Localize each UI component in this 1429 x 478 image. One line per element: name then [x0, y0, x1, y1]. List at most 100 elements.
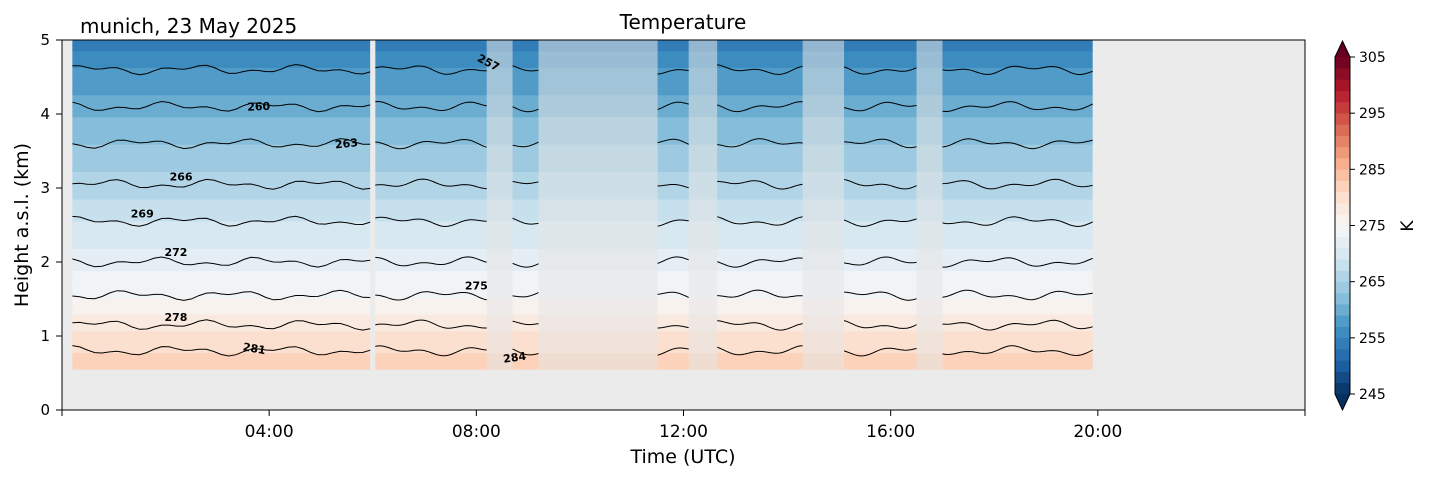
- y-tick-label: 3: [40, 179, 50, 197]
- contour-line: [72, 256, 371, 268]
- y-axis-label: Height a.s.l. (km): [11, 143, 33, 307]
- colorbar-tick-label: 305: [1359, 50, 1386, 66]
- contour-label: 284: [502, 350, 527, 366]
- contour-line: [512, 262, 539, 268]
- colorbar-segment: [1335, 202, 1350, 215]
- contour-line: [657, 325, 689, 329]
- contour-label: 260: [247, 100, 271, 114]
- contour-line: [512, 141, 539, 148]
- contour-line: [942, 65, 1093, 76]
- colorbar-tick-label: 245: [1359, 387, 1386, 403]
- location-date-label: munich, 23 May 2025: [80, 14, 297, 38]
- contour-line: [657, 291, 689, 298]
- colorbar-segment: [1335, 292, 1350, 305]
- contour-line: [657, 101, 689, 110]
- y-tick-label: 0: [40, 401, 50, 419]
- faded-period: [486, 40, 513, 370]
- contour-line: [657, 138, 689, 145]
- contour-line: [942, 178, 1093, 190]
- contour-line: [375, 319, 487, 329]
- colorbar-segment: [1335, 169, 1350, 181]
- contour-label: 269: [131, 208, 154, 221]
- contour-line: [657, 219, 689, 227]
- y-axis: 0 1 2 3 4 5: [40, 31, 62, 419]
- colorbar-segment: [1335, 90, 1350, 103]
- colorbar-segment: [1335, 303, 1350, 316]
- contour-line: [942, 101, 1093, 113]
- contour-line: [72, 63, 371, 76]
- contour-line: [657, 184, 689, 189]
- contour-line: [512, 181, 539, 185]
- colorbar: 245 255 265 275 285 295 305: [1334, 39, 1386, 412]
- colorbar-extend-max: [1335, 41, 1350, 57]
- colorbar-segment: [1335, 135, 1350, 148]
- colorbar-segment: [1335, 382, 1350, 395]
- faded-period: [916, 40, 943, 370]
- contour-line: [512, 65, 539, 72]
- colorbar-tick-label: 295: [1359, 106, 1386, 122]
- contour-line: [72, 319, 371, 331]
- colorbar-segment: [1335, 236, 1350, 249]
- colorbar-segment: [1335, 270, 1350, 282]
- contour-label: 275: [465, 279, 488, 292]
- contour-line: [512, 217, 539, 225]
- colorbar-segment: [1335, 157, 1350, 170]
- faded-period: [538, 40, 658, 370]
- faded-period: [688, 40, 718, 370]
- contour-line: [512, 292, 539, 298]
- contour-line: [375, 178, 487, 190]
- colorbar-segment: [1335, 360, 1350, 372]
- contour-line: [72, 138, 371, 150]
- y-tick-label: 1: [40, 327, 50, 345]
- contour-line: [942, 138, 1093, 150]
- contour-line: [843, 101, 917, 112]
- contour-line: [72, 100, 371, 113]
- y-tick-label: 4: [40, 105, 50, 123]
- colorbar-segment: [1335, 281, 1350, 294]
- contour-line: [375, 65, 487, 75]
- colorbar-segment: [1335, 348, 1350, 361]
- contour-line: [657, 347, 689, 356]
- contour-line: [512, 348, 539, 356]
- contour-line: [843, 179, 917, 190]
- contour-line: [717, 289, 803, 298]
- contour-label: 266: [170, 171, 193, 184]
- contour-line: [717, 320, 803, 331]
- contour-line: [72, 178, 371, 190]
- contour-label: 281: [242, 340, 267, 357]
- contour-line: [375, 256, 487, 267]
- colorbar-segment: [1335, 79, 1350, 91]
- contour-line: [375, 138, 487, 150]
- x-tick-label: 08:00: [452, 422, 501, 442]
- colorbar-segment: [1335, 371, 1350, 384]
- contour-line: [717, 101, 803, 113]
- x-axis: 04:00 08:00 12:00 16:00 20:00: [61, 410, 1306, 442]
- contour-line: [844, 291, 917, 301]
- contour-line: [942, 319, 1093, 331]
- contour-line: [843, 66, 917, 75]
- colorbar-segment: [1335, 56, 1350, 69]
- data-gap: [370, 40, 376, 370]
- contour-lines: [72, 63, 1093, 357]
- colorbar-segment: [1335, 258, 1350, 271]
- colorbar-segment: [1335, 213, 1350, 226]
- contour-line: [843, 320, 917, 329]
- contour-line: [512, 106, 539, 113]
- contour-line: [843, 218, 917, 227]
- contour-line: [844, 256, 917, 266]
- colorbar-segment: [1335, 337, 1350, 350]
- contour-line: [657, 256, 689, 264]
- contour-label: 272: [164, 246, 187, 259]
- colorbar-segment: [1335, 326, 1350, 339]
- x-tick-label: 20:00: [1073, 422, 1122, 442]
- colorbar-tick-label: 285: [1359, 162, 1386, 178]
- y-tick-label: 2: [40, 253, 50, 271]
- contour-label: 278: [164, 311, 187, 324]
- contour-line: [942, 257, 1093, 268]
- colorbar-segment: [1335, 67, 1350, 80]
- contour-line: [375, 291, 487, 301]
- colorbar-segment: [1335, 112, 1350, 125]
- y-tick-label: 5: [40, 31, 50, 49]
